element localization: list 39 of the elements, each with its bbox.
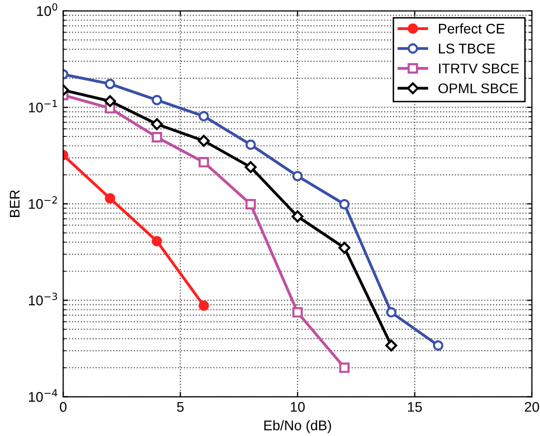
y-axis-title: BER [10, 190, 20, 217]
y-tick-label: 10$^{0}$ [37, 3, 58, 16]
point [432, 340, 444, 351]
point [292, 170, 303, 182]
point [339, 362, 350, 373]
point [198, 134, 210, 147]
y-tick-label: 10$^{−4}$ [28, 389, 58, 402]
point [339, 199, 350, 210]
y-tick-label: 10$^{−3}$ [28, 292, 58, 306]
point [386, 307, 396, 318]
point [104, 78, 116, 90]
x-tick-label: 10 [290, 402, 305, 412]
legend-label: ITRTV SBCE [439, 64, 519, 74]
point [244, 161, 257, 174]
legend-label: LS TBCE [438, 44, 495, 54]
point [104, 95, 116, 108]
point [150, 118, 163, 130]
point [245, 199, 256, 210]
x-tick-label: 0 [60, 402, 66, 412]
point [198, 157, 210, 168]
x-tick-label: 20 [524, 402, 540, 412]
point [152, 94, 162, 106]
legend-label: OPML SBCE [438, 83, 518, 94]
point [245, 140, 256, 150]
point [104, 193, 116, 204]
point [152, 132, 162, 142]
y-tick-label: 10$^{−1}$ [28, 100, 57, 112]
x-axis-title: Eb/No (dB) [264, 420, 332, 434]
point [292, 307, 303, 318]
y-tick-label: 10$^{−2}$ [28, 196, 57, 209]
point [198, 300, 210, 311]
point [292, 210, 304, 222]
legend-label: Perfect CE [438, 23, 504, 34]
point [198, 110, 210, 122]
point [385, 340, 398, 352]
x-tick-label: 5 [177, 402, 184, 412]
x-tick-label: 15 [408, 402, 422, 412]
point [152, 236, 162, 246]
point [338, 242, 350, 254]
